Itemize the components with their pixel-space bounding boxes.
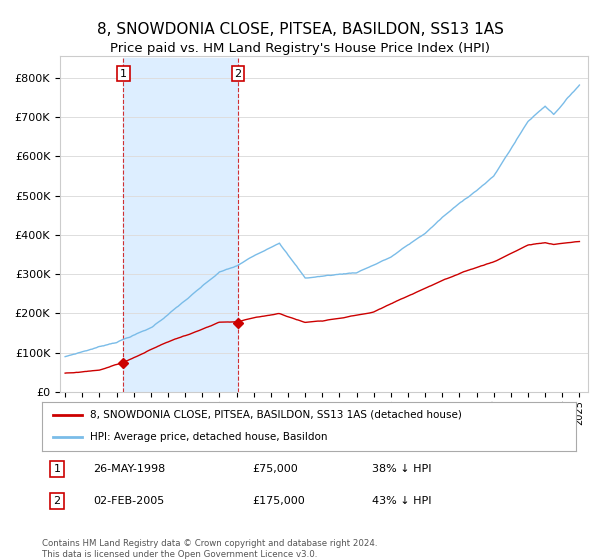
Text: 02-FEB-2005: 02-FEB-2005 bbox=[93, 496, 164, 506]
Text: 2: 2 bbox=[235, 69, 242, 79]
Text: £75,000: £75,000 bbox=[252, 464, 298, 474]
Text: HPI: Average price, detached house, Basildon: HPI: Average price, detached house, Basi… bbox=[90, 432, 328, 442]
Text: 8, SNOWDONIA CLOSE, PITSEA, BASILDON, SS13 1AS (detached house): 8, SNOWDONIA CLOSE, PITSEA, BASILDON, SS… bbox=[90, 410, 462, 420]
Text: Price paid vs. HM Land Registry's House Price Index (HPI): Price paid vs. HM Land Registry's House … bbox=[110, 42, 490, 55]
Text: 26-MAY-1998: 26-MAY-1998 bbox=[93, 464, 165, 474]
Text: Contains HM Land Registry data © Crown copyright and database right 2024.
This d: Contains HM Land Registry data © Crown c… bbox=[42, 539, 377, 559]
Text: 1: 1 bbox=[53, 464, 61, 474]
Text: 2: 2 bbox=[53, 496, 61, 506]
Text: 38% ↓ HPI: 38% ↓ HPI bbox=[372, 464, 431, 474]
Text: £175,000: £175,000 bbox=[252, 496, 305, 506]
Text: 8, SNOWDONIA CLOSE, PITSEA, BASILDON, SS13 1AS: 8, SNOWDONIA CLOSE, PITSEA, BASILDON, SS… bbox=[97, 22, 503, 38]
Text: 1: 1 bbox=[120, 69, 127, 79]
Text: 43% ↓ HPI: 43% ↓ HPI bbox=[372, 496, 431, 506]
